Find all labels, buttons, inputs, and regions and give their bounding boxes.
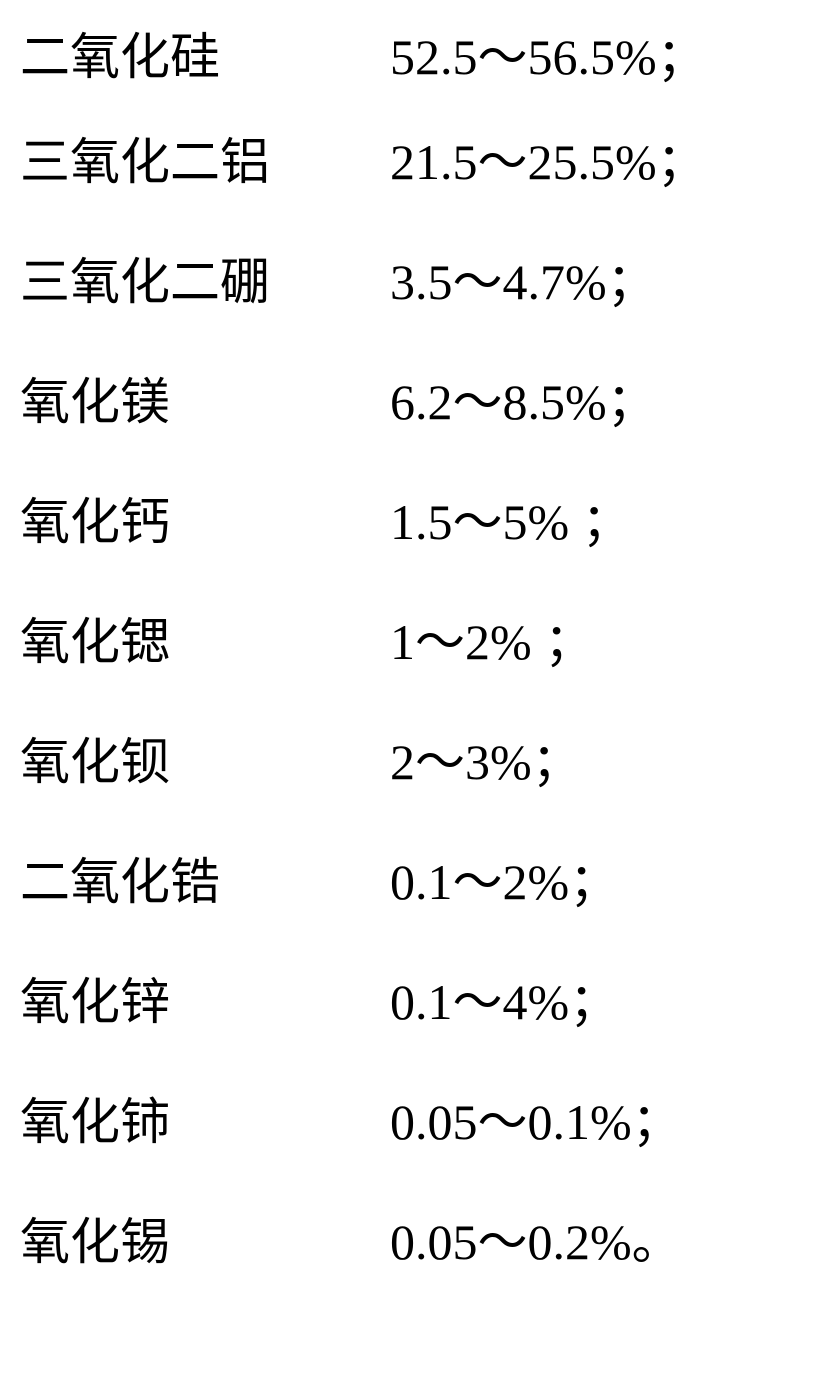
table-row: 二氧化锆 0.1～2%； — [20, 855, 793, 975]
table-row: 氧化钡 2～3%； — [20, 735, 793, 855]
component-label: 氧化锡 — [20, 1215, 390, 1270]
component-label: 氧化锶 — [20, 615, 390, 670]
component-value: 0.1～4%； — [390, 975, 619, 1030]
table-row: 氧化镁 6.2～8.5%； — [20, 375, 793, 495]
component-value: 0.05～0.1%； — [390, 1095, 682, 1150]
table-row: 氧化铈 0.05～0.1%； — [20, 1095, 793, 1215]
component-value: 3.5～4.7%； — [390, 255, 657, 310]
component-label: 二氧化硅 — [20, 30, 390, 85]
component-value: 6.2～8.5%； — [390, 375, 657, 430]
component-value: 2～3%； — [390, 735, 582, 790]
table-row: 三氧化二铝 21.5～25.5%； — [20, 135, 793, 255]
component-value: 1～2% ； — [390, 615, 594, 670]
composition-table: 二氧化硅 52.5～56.5%； 三氧化二铝 21.5～25.5%； 三氧化二硼… — [0, 0, 813, 1375]
component-label: 氧化钡 — [20, 735, 390, 790]
table-row: 二氧化硅 52.5～56.5%； — [20, 28, 793, 135]
table-row: 氧化锌 0.1～4%； — [20, 975, 793, 1095]
component-value: 52.5～56.5%； — [390, 30, 707, 85]
component-value: 0.05～0.2%。 — [390, 1215, 682, 1270]
component-label: 二氧化锆 — [20, 855, 390, 910]
component-value: 0.1～2%； — [390, 855, 619, 910]
component-label: 氧化铈 — [20, 1095, 390, 1150]
component-label: 三氧化二硼 — [20, 255, 390, 310]
table-row: 氧化锡 0.05～0.2%。 — [20, 1215, 793, 1335]
component-value: 21.5～25.5%； — [390, 135, 707, 190]
component-label: 三氧化二铝 — [20, 135, 390, 190]
table-row: 三氧化二硼 3.5～4.7%； — [20, 255, 793, 375]
component-label: 氧化钙 — [20, 495, 390, 550]
component-value: 1.5～5% ； — [390, 495, 632, 550]
component-label: 氧化锌 — [20, 975, 390, 1030]
table-row: 氧化钙 1.5～5% ； — [20, 495, 793, 615]
table-row: 氧化锶 1～2% ； — [20, 615, 793, 735]
component-label: 氧化镁 — [20, 375, 390, 430]
